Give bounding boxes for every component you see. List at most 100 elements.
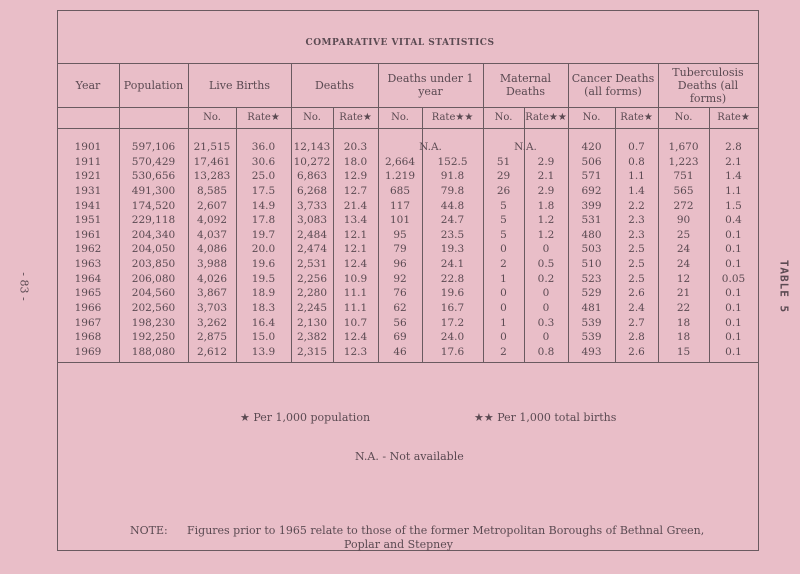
table-cell: 0.1	[725, 316, 742, 329]
table-frame	[57, 10, 759, 551]
table-cell: 2,382	[296, 331, 328, 344]
table-cell: 1951	[74, 214, 102, 227]
table-cell: 2,315	[296, 345, 328, 358]
table-cell: 229,118	[131, 214, 176, 227]
column-divider	[709, 107, 710, 362]
table-cell: 96	[393, 258, 407, 271]
table-cell: 19.6	[440, 287, 465, 300]
table-cell: 1,223	[668, 155, 699, 168]
table-cell: 0.2	[537, 272, 555, 285]
table-cell: 21.4	[343, 199, 368, 212]
table-cell: 1964	[74, 272, 102, 285]
table-cell: 506	[581, 155, 602, 168]
table-cell: 685	[389, 184, 411, 197]
column-divider	[188, 63, 189, 362]
table-cell: 0	[542, 331, 550, 344]
table-cell: 4,092	[196, 214, 228, 227]
table-cell: 10,272	[293, 155, 331, 168]
table-cell: 1962	[74, 243, 102, 256]
table-cell: 12.9	[343, 170, 368, 183]
sub-header: No.	[494, 112, 513, 123]
table-cell: 25	[676, 228, 691, 241]
table-cell: 530,656	[131, 170, 176, 183]
table-cell: 24.7	[440, 214, 465, 227]
rule-line	[57, 128, 759, 129]
table-cell: 2.5	[628, 272, 645, 285]
table-cell: 19.3	[440, 243, 465, 256]
footnote-population: ★ Per 1,000 population	[240, 411, 371, 424]
table-cell: 12.1	[343, 228, 368, 241]
table-cell: 17.5	[251, 184, 276, 197]
footnote-births: ★★ Per 1,000 total births	[474, 411, 617, 424]
sub-header: Rate★	[620, 112, 653, 123]
table-cell: 2	[500, 345, 507, 358]
table-cell: 0.3	[537, 316, 555, 329]
table-cell: 751	[673, 170, 694, 183]
table-cell: 76	[393, 287, 407, 300]
table-cell: 692	[581, 184, 602, 197]
sub-header: Rate★★	[431, 112, 474, 123]
table-cell: 5	[500, 228, 507, 241]
table-cell: 2.3	[628, 214, 645, 227]
table-cell: 1.1	[725, 184, 742, 197]
table-cell: 174,520	[131, 199, 176, 212]
table-cell: 18.3	[251, 302, 276, 315]
table-cell: 0	[542, 287, 550, 300]
table-cell: 25.0	[251, 170, 276, 183]
column-divider	[658, 63, 659, 362]
sub-header: No.	[674, 112, 693, 123]
table-cell: 0.4	[725, 214, 742, 227]
group-header: Cancer Deaths (all forms)	[571, 72, 655, 98]
table-cell: N.A.	[514, 141, 537, 153]
sub-header: No.	[391, 112, 409, 123]
table-cell: 2.8	[628, 331, 645, 344]
table-cell: 69	[393, 331, 407, 344]
table-cell: 24	[676, 258, 691, 271]
column-divider	[422, 107, 423, 362]
table-cell: 20.0	[251, 243, 276, 256]
table-cell: 5	[500, 214, 507, 227]
table-cell: 3,262	[196, 316, 228, 329]
table-cell: 18.9	[251, 287, 276, 300]
table-cell: 16.7	[440, 302, 465, 315]
table-cell: 2.1	[725, 155, 742, 168]
table-cell: 10.9	[343, 272, 368, 285]
table-cell: 6,863	[296, 170, 328, 183]
table-cell: 3,703	[196, 302, 228, 315]
table-cell: 117	[389, 199, 411, 212]
table-cell: 272	[673, 199, 694, 212]
table-cell: 480	[581, 228, 602, 241]
table-cell: 12.7	[343, 184, 368, 197]
table-cell: 17,461	[193, 155, 231, 168]
table-cell: 0	[500, 287, 507, 300]
page-number: - 83 -	[17, 272, 31, 301]
table-cell: 2	[500, 258, 507, 271]
rule-line	[57, 63, 759, 64]
table-cell: 1967	[74, 316, 102, 329]
table-cell: 18	[676, 331, 691, 344]
table-cell: 1	[500, 316, 507, 329]
sub-header: No.	[582, 112, 601, 123]
table-cell: 2.7	[628, 316, 645, 329]
table-cell: 0.1	[725, 287, 742, 300]
table-cell: 204,340	[131, 228, 176, 241]
table-cell: 1969	[74, 345, 102, 358]
table-cell: 571	[581, 170, 602, 183]
table-cell: 2.1	[537, 170, 555, 183]
table-cell: 17.8	[251, 214, 276, 227]
table-cell: 188,080	[131, 345, 176, 358]
table-cell: 2,280	[296, 287, 328, 300]
table-cell: 30.6	[251, 155, 276, 168]
table-cell: 3,733	[296, 199, 328, 212]
table-cell: 56	[393, 316, 407, 329]
table-cell: 203,850	[131, 258, 176, 271]
table-cell: 51	[496, 155, 511, 168]
table-cell: 1968	[74, 331, 102, 344]
table-cell: 510	[581, 258, 602, 271]
table-cell: 2,474	[296, 243, 328, 256]
table-cell: 10.7	[343, 316, 368, 329]
table-cell: 12.4	[343, 258, 368, 271]
table-label: TABLE 5	[777, 259, 791, 314]
table-cell: 0.8	[537, 345, 555, 358]
sub-header: Rate★	[247, 112, 280, 123]
